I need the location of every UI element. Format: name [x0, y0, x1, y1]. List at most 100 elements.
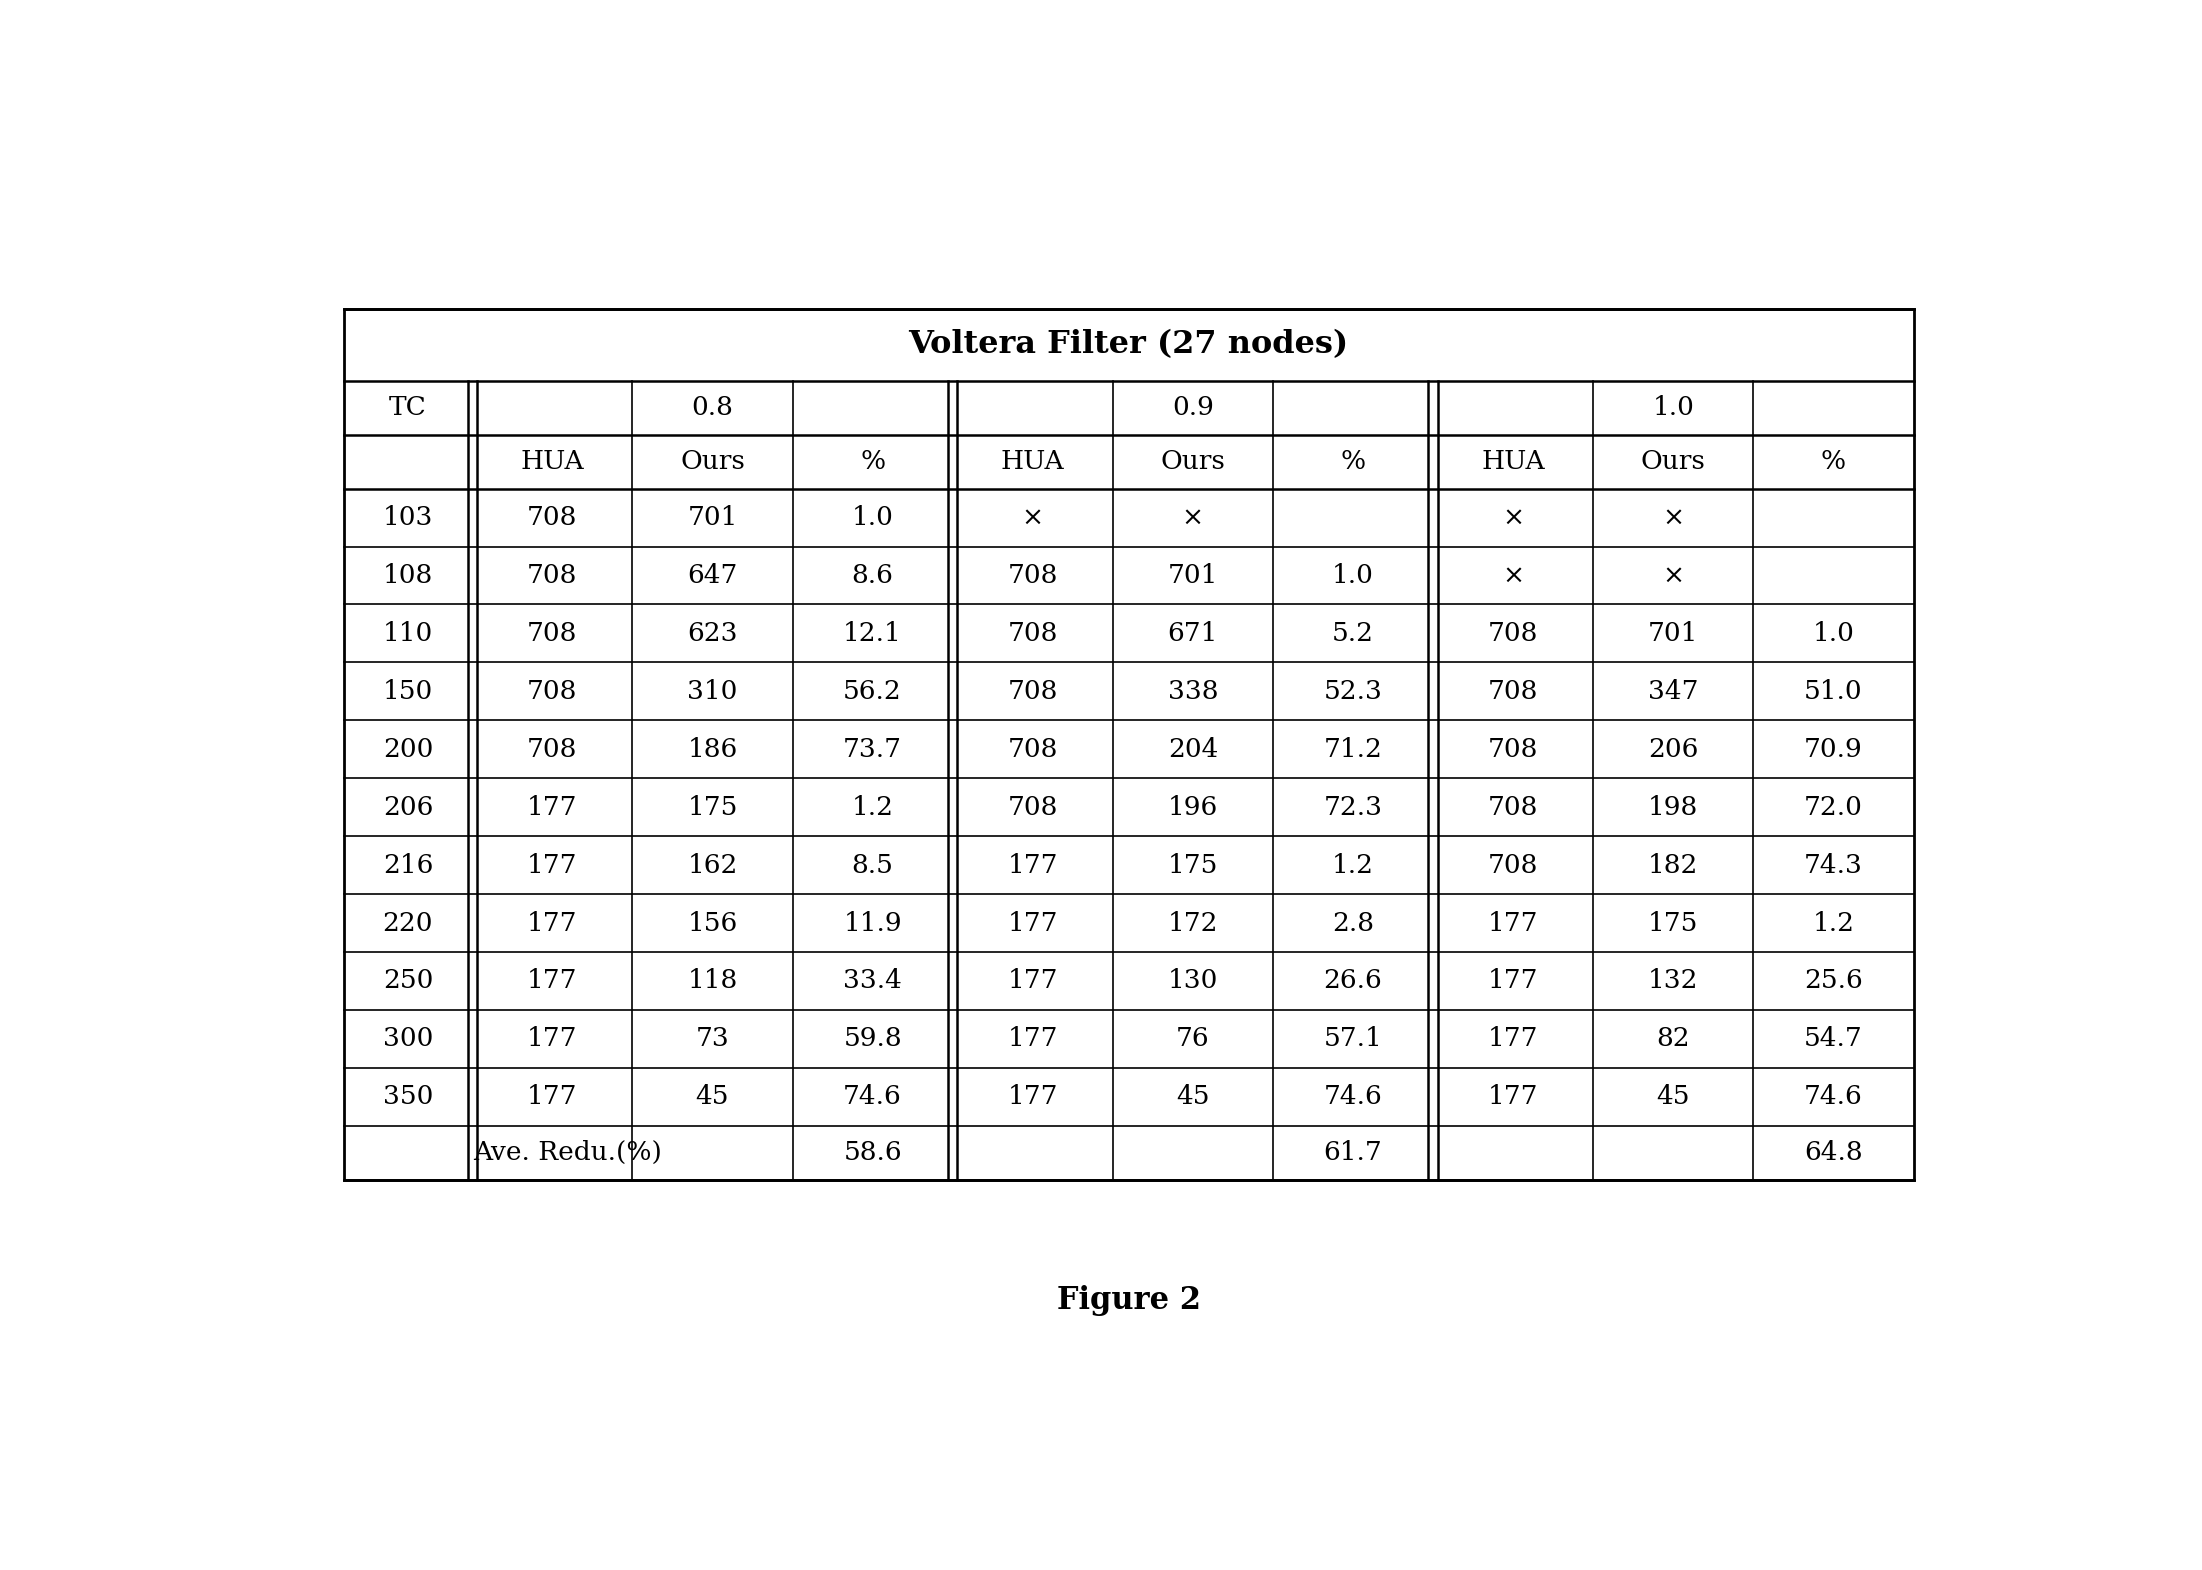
Bar [344, 309, 1914, 1179]
Text: 701: 701 [1647, 620, 1698, 645]
Text: 8.5: 8.5 [852, 853, 894, 878]
Text: 45: 45 [1656, 1085, 1691, 1110]
Text: 206: 206 [383, 794, 434, 820]
Text: 701: 701 [1167, 564, 1218, 589]
Text: 347: 347 [1647, 678, 1698, 703]
Text: 74.6: 74.6 [843, 1085, 903, 1110]
Text: 73.7: 73.7 [843, 736, 903, 761]
Text: 8.6: 8.6 [852, 564, 894, 589]
Text: 708: 708 [526, 506, 577, 531]
Text: 1.2: 1.2 [1332, 853, 1374, 878]
Text: 177: 177 [1009, 1085, 1057, 1110]
Text: 175: 175 [1167, 853, 1218, 878]
Text: 196: 196 [1167, 794, 1218, 820]
Text: Voltera Filter (27 nodes): Voltera Filter (27 nodes) [909, 330, 1348, 361]
Text: 59.8: 59.8 [843, 1027, 903, 1052]
Text: 708: 708 [526, 620, 577, 645]
Text: 177: 177 [1009, 969, 1057, 994]
Text: 156: 156 [687, 911, 738, 936]
Text: ×: × [1502, 506, 1524, 531]
Text: 52.3: 52.3 [1323, 678, 1383, 703]
Text: ×: × [1182, 506, 1204, 531]
Text: 177: 177 [526, 911, 577, 936]
Text: 1.0: 1.0 [852, 506, 894, 531]
Text: 177: 177 [526, 853, 577, 878]
Text: 300: 300 [383, 1027, 434, 1052]
Text: 57.1: 57.1 [1323, 1027, 1383, 1052]
Text: %: % [1341, 449, 1365, 474]
Text: 177: 177 [1489, 969, 1539, 994]
Text: 708: 708 [526, 564, 577, 589]
Text: 172: 172 [1167, 911, 1218, 936]
Text: 204: 204 [1167, 736, 1218, 761]
Text: 177: 177 [526, 1027, 577, 1052]
Text: 54.7: 54.7 [1803, 1027, 1863, 1052]
Text: 1.2: 1.2 [1812, 911, 1854, 936]
Text: 200: 200 [383, 736, 434, 761]
Text: 56.2: 56.2 [843, 678, 903, 703]
Text: 150: 150 [383, 678, 434, 703]
Text: 103: 103 [383, 506, 434, 531]
Text: 45: 45 [1176, 1085, 1209, 1110]
Text: 186: 186 [687, 736, 738, 761]
Text: 118: 118 [687, 969, 738, 994]
Text: 708: 708 [1489, 736, 1539, 761]
Text: 12.1: 12.1 [843, 620, 903, 645]
Text: 350: 350 [383, 1085, 434, 1110]
Text: 177: 177 [1489, 911, 1539, 936]
Text: Ours: Ours [1160, 449, 1224, 474]
Text: 72.0: 72.0 [1803, 794, 1863, 820]
Text: 701: 701 [687, 506, 738, 531]
Text: 206: 206 [1647, 736, 1698, 761]
Text: ×: × [1663, 506, 1685, 531]
Text: Ours: Ours [1640, 449, 1707, 474]
Text: 338: 338 [1167, 678, 1218, 703]
Text: 1.0: 1.0 [1812, 620, 1854, 645]
Text: 1.2: 1.2 [852, 794, 894, 820]
Text: 72.3: 72.3 [1323, 794, 1383, 820]
Text: ×: × [1663, 564, 1685, 589]
Text: 25.6: 25.6 [1803, 969, 1863, 994]
Text: 708: 708 [1489, 678, 1539, 703]
Text: 130: 130 [1167, 969, 1218, 994]
Text: 74.6: 74.6 [1803, 1085, 1863, 1110]
Text: HUA: HUA [520, 449, 584, 474]
Text: 175: 175 [1647, 911, 1698, 936]
Text: 110: 110 [383, 620, 434, 645]
Text: 175: 175 [687, 794, 738, 820]
Text: 132: 132 [1647, 969, 1698, 994]
Text: 198: 198 [1649, 794, 1698, 820]
Text: 647: 647 [687, 564, 738, 589]
Text: 708: 708 [1489, 620, 1539, 645]
Text: HUA: HUA [1482, 449, 1546, 474]
Text: 177: 177 [1009, 911, 1057, 936]
Text: 26.6: 26.6 [1323, 969, 1383, 994]
Text: 177: 177 [526, 969, 577, 994]
Text: 45: 45 [696, 1085, 729, 1110]
Text: 1.0: 1.0 [1652, 396, 1693, 421]
Text: 51.0: 51.0 [1803, 678, 1863, 703]
Text: 182: 182 [1647, 853, 1698, 878]
Text: 708: 708 [1009, 794, 1057, 820]
Text: 708: 708 [1489, 794, 1539, 820]
Text: 2.8: 2.8 [1332, 911, 1374, 936]
Text: 177: 177 [1489, 1027, 1539, 1052]
Text: 76: 76 [1176, 1027, 1209, 1052]
Text: 708: 708 [1489, 853, 1539, 878]
Text: 708: 708 [1009, 620, 1057, 645]
Text: 11.9: 11.9 [843, 911, 903, 936]
Text: Ave. Redu.(%): Ave. Redu.(%) [473, 1140, 663, 1165]
Text: 708: 708 [526, 736, 577, 761]
Text: 1.0: 1.0 [1332, 564, 1374, 589]
Text: 708: 708 [526, 678, 577, 703]
Text: %: % [1821, 449, 1845, 474]
Text: 216: 216 [383, 853, 434, 878]
Text: 162: 162 [687, 853, 738, 878]
Text: 74.3: 74.3 [1803, 853, 1863, 878]
Text: Ours: Ours [680, 449, 744, 474]
Text: 82: 82 [1656, 1027, 1691, 1052]
Text: 58.6: 58.6 [843, 1140, 903, 1165]
Text: 73: 73 [696, 1027, 729, 1052]
Text: 108: 108 [383, 564, 434, 589]
Text: 0.8: 0.8 [691, 396, 733, 421]
